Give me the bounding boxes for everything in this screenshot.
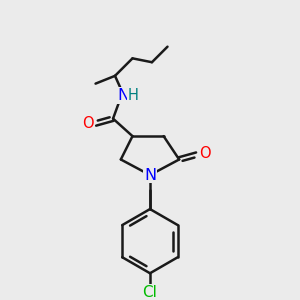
Text: O: O: [82, 116, 94, 131]
Text: H: H: [128, 88, 139, 103]
Text: N: N: [118, 88, 130, 103]
Text: N: N: [144, 167, 156, 182]
Text: Cl: Cl: [142, 285, 158, 300]
Text: O: O: [199, 146, 210, 161]
